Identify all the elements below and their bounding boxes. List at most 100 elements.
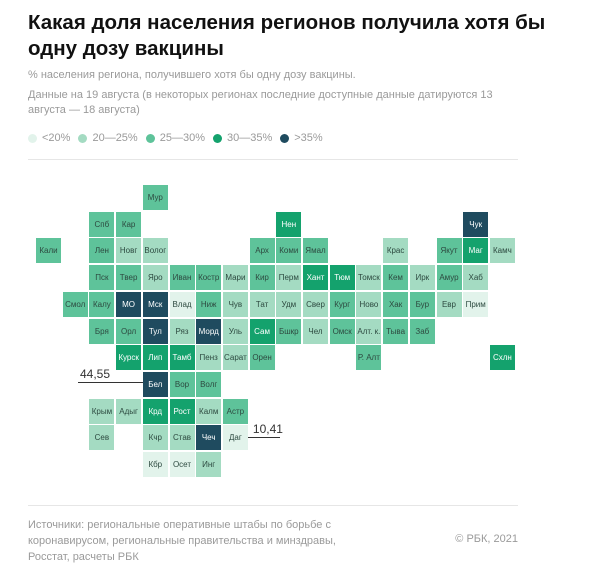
region-tile: Бшкр	[276, 318, 302, 344]
region-tile: Сам	[249, 318, 275, 344]
region-tile: Ниж	[196, 291, 222, 317]
region-tile: Смол	[62, 291, 88, 317]
legend-item: 25—30%	[145, 132, 205, 144]
region-tile: Твер	[116, 265, 142, 291]
region-tile: Ирк	[409, 265, 435, 291]
region-tile: Влад	[169, 291, 195, 317]
region-tile: Маг	[463, 238, 489, 264]
legend-label: 20—25%	[92, 132, 138, 144]
region-tile: Кар	[116, 211, 142, 237]
region-tile: Новг	[116, 238, 142, 264]
sources: Источники: региональные оперативные штаб…	[28, 519, 336, 563]
region-tile: Евр	[436, 291, 462, 317]
region-tile: Кчр	[142, 425, 168, 451]
region-tile: Яро	[142, 265, 168, 291]
region-tile: Кург	[329, 291, 355, 317]
region-tile: Ново	[356, 291, 382, 317]
region-tile: Коми	[276, 238, 302, 264]
region-tile: Адыг	[116, 398, 142, 424]
legend-swatch	[280, 133, 290, 143]
region-tile: Чув	[222, 291, 248, 317]
region-tile: Орл	[116, 318, 142, 344]
region-tile: Свер	[303, 291, 328, 317]
divider	[28, 505, 518, 506]
chart-title: Какая доля населения регионов получила х…	[28, 11, 546, 60]
chart-subtitle: % населения региона, получившего хотя бы…	[28, 69, 356, 81]
region-tile: Костр	[196, 265, 222, 291]
legend-label: <20%	[42, 132, 71, 144]
annotation-line	[247, 437, 280, 439]
region-tile: Астр	[222, 398, 248, 424]
region-tile: Удм	[276, 291, 302, 317]
legend-swatch	[212, 133, 222, 143]
legend-item: <20%	[28, 132, 70, 144]
annotation-value: 44,55	[80, 366, 111, 381]
region-tile: Кали	[36, 238, 61, 264]
chart-note: Данные на 19 августа (в некоторых регион…	[28, 89, 493, 116]
region-tile: Тюм	[329, 265, 355, 291]
region-tile: Волг	[196, 371, 222, 397]
region-tile: Арх	[249, 238, 275, 264]
legend-label: 25—30%	[159, 132, 205, 144]
region-tile: Перм	[276, 265, 302, 291]
region-tile: Курск	[116, 345, 142, 371]
region-tile: Рост	[169, 398, 195, 424]
legend-item: 30—35%	[212, 132, 273, 144]
legend-swatch	[78, 133, 88, 143]
legend-swatch	[145, 133, 155, 143]
region-tile: Сарат	[222, 345, 248, 371]
region-tile: Тамб	[169, 345, 195, 371]
region-tile: Заб	[409, 318, 435, 344]
legend-item: 20—25%	[78, 132, 138, 144]
region-tile: Пенз	[196, 345, 222, 371]
region-tile: Крым	[89, 398, 115, 424]
legend-label: 30—35%	[226, 132, 273, 144]
region-tile: Нен	[276, 211, 302, 237]
region-tile: Прим	[463, 291, 489, 317]
region-tile: Крас	[383, 238, 409, 264]
region-tile: Алт. к.	[356, 318, 382, 344]
region-tile: Ямал	[303, 238, 328, 264]
region-tile: Бур	[409, 291, 435, 317]
copyright: © РБК, 2021	[455, 533, 518, 545]
region-tile: МО	[116, 291, 142, 317]
region-tile: Камч	[489, 238, 515, 264]
region-tile: Хаб	[463, 265, 489, 291]
region-tile: Лен	[89, 238, 115, 264]
region-tile: Орен	[249, 345, 275, 371]
region-tile: Бел	[142, 371, 168, 397]
legend-label: >35%	[294, 132, 323, 144]
region-tile: Томск	[356, 265, 382, 291]
region-tile: Кбр	[142, 452, 168, 477]
region-tile: Калу	[89, 291, 115, 317]
region-tile: Мск	[142, 291, 168, 317]
region-tile: Лип	[142, 345, 168, 371]
region-tile: Чук	[463, 211, 489, 237]
region-tile: Осет	[169, 452, 195, 477]
region-tile: Калм	[196, 398, 222, 424]
legend: <20% 20—25% 25—30% 30—35% >35%	[28, 132, 331, 144]
region-tile: Морд	[196, 318, 222, 344]
region-tile: Ряз	[169, 318, 195, 344]
region-tile: Кир	[249, 265, 275, 291]
annotation-value: 10,41	[252, 422, 283, 437]
region-tile: Чел	[303, 318, 328, 344]
region-tile: Спб	[89, 211, 115, 237]
region-tile: Кем	[383, 265, 409, 291]
region-tile: Тат	[249, 291, 275, 317]
region-tile: Схлн	[489, 345, 515, 371]
region-tile: Якут	[436, 238, 462, 264]
region-tile: Даг	[222, 425, 248, 451]
region-tile: Став	[169, 425, 195, 451]
region-tile: Чеч	[196, 425, 222, 451]
region-tile: Р. Алт	[356, 345, 382, 371]
region-tile: Вор	[169, 371, 195, 397]
region-tile: Крд	[142, 398, 168, 424]
region-tile: Иван	[169, 265, 195, 291]
legend-item: >35%	[280, 132, 323, 144]
region-tile: Тул	[142, 318, 168, 344]
region-tile: Амур	[436, 265, 462, 291]
region-tile: Омск	[329, 318, 355, 344]
region-tile: Мари	[222, 265, 248, 291]
